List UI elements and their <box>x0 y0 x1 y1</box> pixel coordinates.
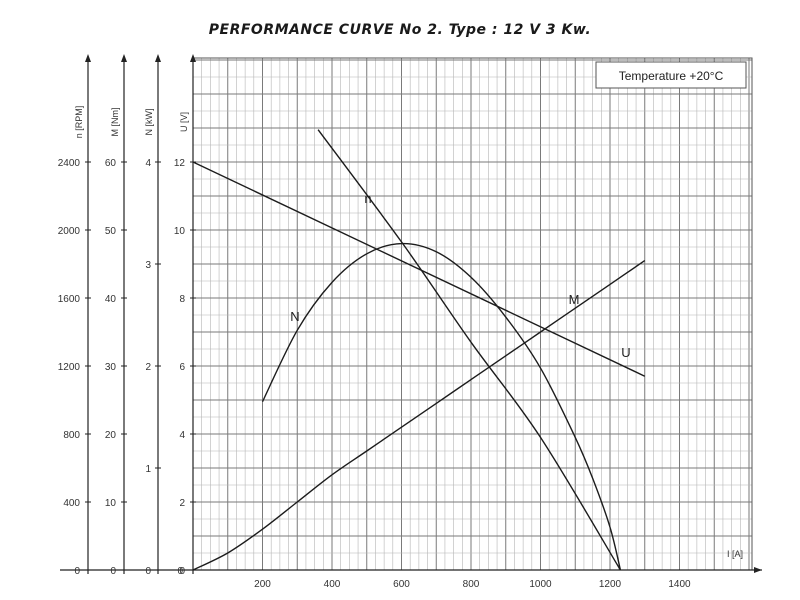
x-tick-label: 800 <box>463 579 480 590</box>
y-axis-arrow-N <box>155 54 161 62</box>
y-axis-arrow-n <box>85 54 91 62</box>
y-tick-label-n: 1600 <box>58 294 81 305</box>
curve-M <box>192 260 646 571</box>
y-tick-label-N: 2 <box>145 362 151 373</box>
labels: Temperature +20°C Un M N <box>290 61 747 360</box>
x-tick-label: 1200 <box>599 579 622 590</box>
x-axis-label: I [A] <box>727 549 743 559</box>
x-origin-label: 0 <box>177 566 183 577</box>
y-tick-label-M: 60 <box>105 158 117 169</box>
y-axis-label-U: U [V] <box>179 112 189 132</box>
y-tick-label-M: 30 <box>105 362 117 373</box>
curve-label-N: N <box>290 309 299 324</box>
y-tick-label-n: 400 <box>63 498 80 509</box>
plot-frame <box>192 57 753 571</box>
y-tick-label-U: 12 <box>174 158 186 169</box>
curve-label-M: M <box>569 292 580 307</box>
y-tick-label-U: 4 <box>179 430 185 441</box>
y-tick-label-n: 2000 <box>58 226 81 237</box>
y-tick-label-n: 800 <box>63 430 80 441</box>
y-tick-label-M: 50 <box>105 226 117 237</box>
y-tick-label-U: 0 <box>179 566 185 577</box>
curve-N <box>261 242 622 571</box>
y-tick-label-M: 10 <box>105 498 117 509</box>
y-tick-label-M: 40 <box>105 294 117 305</box>
y-tick-label-U: 10 <box>174 226 186 237</box>
grid <box>192 57 753 571</box>
x-tick-label: 1400 <box>668 579 691 590</box>
x-tick-label: 600 <box>393 579 410 590</box>
x-axis-arrow <box>754 567 762 573</box>
y-tick-label-N: 1 <box>145 464 151 475</box>
y-axis-arrow-M <box>121 54 127 62</box>
y-axis-label-N: N [kW] <box>144 109 154 136</box>
x-tick-label: 400 <box>324 579 341 590</box>
y-tick-label-N: 3 <box>145 260 151 271</box>
curves <box>192 129 646 571</box>
y-tick-label-M: 0 <box>110 566 116 577</box>
y-tick-label-n: 0 <box>74 566 80 577</box>
x-tick-label: 200 <box>254 579 271 590</box>
x-tick-label: 1000 <box>529 579 552 590</box>
y-tick-label-M: 20 <box>105 430 117 441</box>
y-tick-label-U: 2 <box>179 498 185 509</box>
y-axis-label-n: n [RPM] <box>74 106 84 139</box>
curve-label-n: n <box>364 191 371 206</box>
curve-U <box>192 161 646 377</box>
y-tick-label-n: 2400 <box>58 158 81 169</box>
y-tick-label-N: 4 <box>145 158 151 169</box>
temperature-box <box>595 61 747 89</box>
curve-n <box>317 129 622 571</box>
y-tick-label-U: 8 <box>179 294 185 305</box>
y-tick-label-U: 6 <box>179 362 185 373</box>
y-tick-label-n: 1200 <box>58 362 81 373</box>
curve-label-U: U <box>621 345 630 360</box>
y-axis-arrow-U <box>190 54 196 62</box>
y-tick-label-N: 0 <box>145 566 151 577</box>
y-axis-label-M: M [Nm] <box>110 108 120 137</box>
chart-title: PERFORMANCE CURVE No 2. Type : 12 V 3 Kw… <box>208 22 592 38</box>
temperature-label: Temperature +20°C <box>619 69 724 83</box>
